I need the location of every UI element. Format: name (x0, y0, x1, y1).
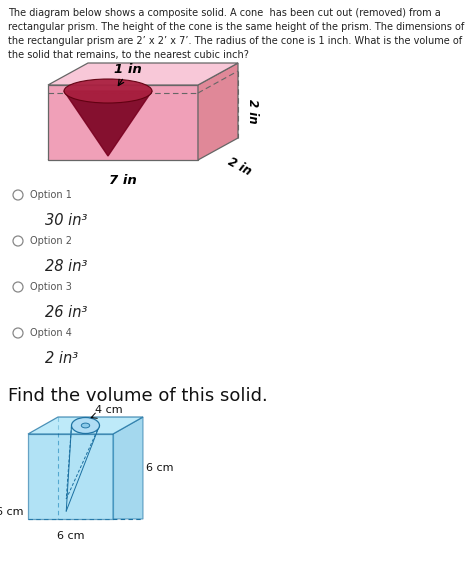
Text: The diagram below shows a composite solid. A cone  has been cut out (removed) fr: The diagram below shows a composite soli… (8, 8, 441, 18)
Text: 6 cm: 6 cm (0, 507, 24, 517)
Text: the rectangular prism are 2’ x 2’ x 7’. The radius of the cone is 1 inch. What i: the rectangular prism are 2’ x 2’ x 7’. … (8, 36, 462, 46)
Text: 30 in³: 30 in³ (45, 213, 87, 228)
Text: 2 in: 2 in (246, 99, 259, 124)
Ellipse shape (82, 423, 90, 428)
Text: Option 3: Option 3 (30, 282, 72, 292)
Polygon shape (48, 85, 198, 160)
Text: 4 cm: 4 cm (95, 405, 123, 415)
Text: 1 in: 1 in (114, 63, 142, 76)
Polygon shape (64, 91, 152, 156)
Polygon shape (28, 417, 143, 434)
Text: 2 in: 2 in (226, 155, 254, 178)
Text: rectangular prism. The height of the cone is the same height of the prism. The d: rectangular prism. The height of the con… (8, 22, 464, 32)
Text: 6 cm: 6 cm (146, 463, 173, 473)
Text: Find the volume of this solid.: Find the volume of this solid. (8, 387, 268, 405)
Text: 6 cm: 6 cm (57, 531, 84, 541)
Text: 28 in³: 28 in³ (45, 259, 87, 274)
Text: Option 2: Option 2 (30, 236, 72, 246)
Polygon shape (198, 63, 238, 160)
Polygon shape (48, 63, 238, 85)
Ellipse shape (64, 79, 152, 103)
Text: Option 4: Option 4 (30, 328, 72, 338)
Text: 26 in³: 26 in³ (45, 305, 87, 320)
Polygon shape (28, 434, 113, 519)
Text: 7 in: 7 in (109, 174, 137, 187)
Ellipse shape (72, 418, 100, 433)
Text: the solid that remains, to the nearest cubic inch?: the solid that remains, to the nearest c… (8, 50, 249, 60)
Polygon shape (113, 417, 143, 519)
Text: 2 in³: 2 in³ (45, 351, 78, 366)
Text: Option 1: Option 1 (30, 190, 72, 200)
